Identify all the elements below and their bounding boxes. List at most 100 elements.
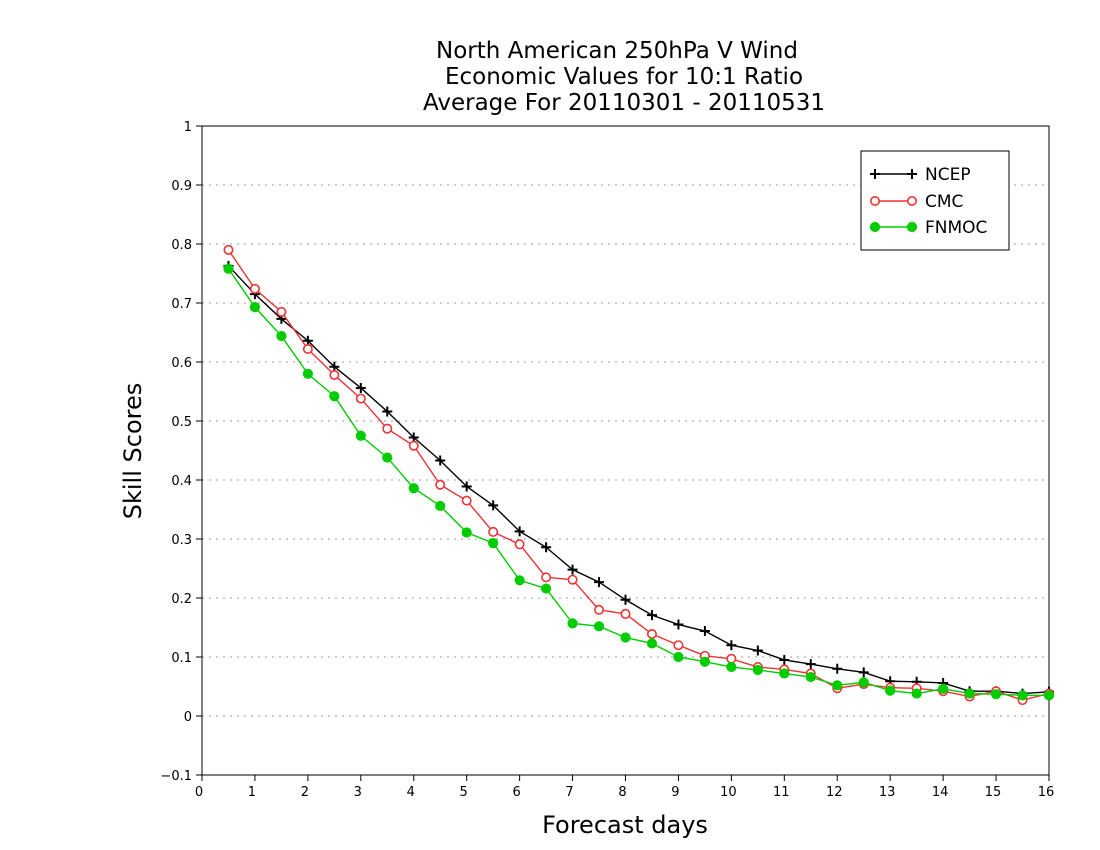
series-cmc <box>223 244 1055 706</box>
point-ncep <box>858 667 869 678</box>
point-ncep <box>620 594 631 605</box>
point-fnmoc <box>885 685 896 696</box>
point-cmc <box>461 495 472 506</box>
y-tick-label: 0.2 <box>171 592 192 607</box>
point-fnmoc <box>276 330 287 342</box>
legend-marker-cmc <box>869 196 880 207</box>
x-tick-label: 8 <box>618 785 626 800</box>
axis-ticks: −0.100.10.20.30.40.50.60.70.80.910 1 2 3 4 5 6… <box>160 120 1054 800</box>
point-fnmoc <box>938 683 949 694</box>
legend-marker-fnmoc <box>869 221 881 233</box>
legend-label-fnmoc: FNMOC <box>925 218 987 238</box>
point-cmc <box>620 608 631 619</box>
point-cmc <box>408 440 419 451</box>
point-ncep <box>752 645 763 656</box>
y-tick-label: −0.1 <box>160 769 192 784</box>
point-ncep <box>461 481 472 492</box>
point-fnmoc <box>514 575 525 586</box>
point-ncep <box>594 577 605 588</box>
y-tick-label: 0.1 <box>171 651 192 666</box>
legend-marker-ncep <box>870 169 880 179</box>
point-cmc <box>355 393 366 404</box>
point-cmc <box>249 283 260 294</box>
x-tick-label: 9 <box>671 785 679 800</box>
x-tick-label: 13 <box>879 785 896 800</box>
x-tick-label: 1 <box>248 785 256 800</box>
legend-marker-ncep <box>907 169 917 179</box>
point-cmc <box>302 344 313 355</box>
y-tick-label: 1 <box>184 120 192 135</box>
point-ncep <box>435 455 446 466</box>
legend-label-ncep: NCEP <box>925 165 971 185</box>
series-line-fnmoc <box>227 268 1049 697</box>
x-tick-label: 3 <box>354 785 362 800</box>
point-fnmoc <box>593 621 605 632</box>
x-tick-label: 16 <box>1038 785 1055 800</box>
point-ncep <box>488 500 499 511</box>
chart-title-line-3: Average For 20110301 - 20110531 <box>423 90 825 116</box>
point-cmc <box>514 539 525 550</box>
x-axis-label: Forecast days <box>542 811 708 839</box>
point-fnmoc <box>408 483 419 494</box>
gridlines <box>202 184 1049 717</box>
point-fnmoc <box>752 664 763 676</box>
point-cmc <box>435 479 446 490</box>
point-ncep <box>646 610 657 621</box>
legend: NCEP CMC FNMOC <box>860 150 1010 251</box>
point-ncep <box>779 654 790 665</box>
point-fnmoc <box>620 632 631 643</box>
legend-marker-fnmoc <box>906 221 918 233</box>
x-tick-label: 2 <box>301 785 309 800</box>
point-ncep <box>699 626 710 637</box>
point-fnmoc <box>435 500 446 512</box>
point-fnmoc <box>302 368 313 379</box>
point-ncep <box>673 619 684 630</box>
point-fnmoc <box>1043 690 1055 701</box>
legend-label-cmc: CMC <box>925 192 963 212</box>
point-cmc <box>223 244 234 255</box>
point-fnmoc <box>382 452 393 463</box>
series-line-cmc <box>227 249 1050 701</box>
point-cmc <box>567 574 578 585</box>
point-fnmoc <box>779 668 790 679</box>
point-cmc <box>541 572 552 583</box>
x-tick-label: 0 <box>195 785 203 800</box>
legend-items: NCEP CMC FNMOC <box>869 165 987 238</box>
point-fnmoc <box>567 618 578 629</box>
point-ncep <box>567 564 578 575</box>
point-fnmoc <box>832 680 843 691</box>
point-fnmoc <box>858 677 869 688</box>
point-fnmoc <box>726 661 737 673</box>
x-tick-label: 7 <box>565 785 573 800</box>
point-cmc <box>382 423 393 434</box>
point-fnmoc <box>964 688 975 699</box>
point-fnmoc <box>990 689 1002 700</box>
point-fnmoc <box>699 656 711 667</box>
point-ncep <box>514 526 525 537</box>
series-line-ncep <box>227 265 1050 695</box>
series-fnmoc <box>223 263 1055 701</box>
y-tick-label: 0.4 <box>171 474 192 489</box>
x-tick-label: 10 <box>720 785 737 800</box>
point-fnmoc <box>1017 690 1028 701</box>
series-ncep <box>223 260 1054 699</box>
chart-title-line-2: Economic Values for 10:1 Ratio <box>445 64 803 90</box>
x-tick-label: 11 <box>773 785 790 800</box>
y-tick-label: 0.8 <box>171 238 192 253</box>
legend-marker-cmc <box>906 196 917 207</box>
point-fnmoc <box>540 583 552 594</box>
x-tick-label: 15 <box>985 785 1002 800</box>
point-fnmoc <box>329 391 340 402</box>
y-tick-label: 0.5 <box>171 415 192 430</box>
point-fnmoc <box>646 638 658 649</box>
point-ncep <box>355 382 366 393</box>
point-cmc <box>594 604 605 615</box>
point-cmc <box>726 653 737 664</box>
y-tick-label: 0.3 <box>171 533 192 548</box>
point-cmc <box>673 640 684 651</box>
point-fnmoc <box>488 538 499 549</box>
x-tick-label: 5 <box>460 785 468 800</box>
x-tick-label: 4 <box>407 785 415 800</box>
point-ncep <box>382 406 393 417</box>
